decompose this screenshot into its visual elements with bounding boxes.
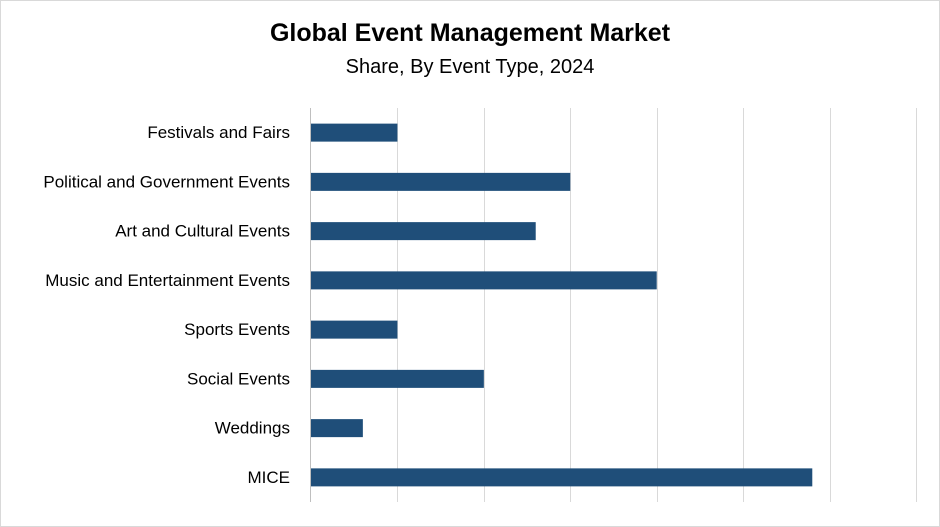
- bar-series: [311, 123, 813, 487]
- chart-title: Global Event Management Market: [269, 19, 671, 47]
- category-label: Social Events: [187, 369, 290, 388]
- category-label: Art and Cultural Events: [115, 222, 290, 241]
- bar: [311, 419, 363, 438]
- category-label: Festivals and Fairs: [147, 123, 290, 142]
- gridlines: [310, 108, 917, 502]
- category-label: MICE: [248, 468, 291, 487]
- category-label: Music and Entertainment Events: [45, 271, 290, 290]
- category-labels: Festivals and Fairs Political and Governm…: [43, 123, 290, 487]
- bar: [311, 320, 398, 339]
- bar: [311, 369, 484, 388]
- category-label: Political and Government Events: [43, 172, 290, 191]
- chart-subtitle: Share, By Event Type, 2024: [345, 56, 595, 78]
- bar: [311, 468, 813, 487]
- bar: [311, 271, 657, 290]
- category-label: Sports Events: [184, 320, 290, 339]
- category-label: Weddings: [215, 419, 290, 438]
- bar: [311, 222, 536, 241]
- bar: [311, 123, 398, 142]
- bar: [311, 172, 571, 191]
